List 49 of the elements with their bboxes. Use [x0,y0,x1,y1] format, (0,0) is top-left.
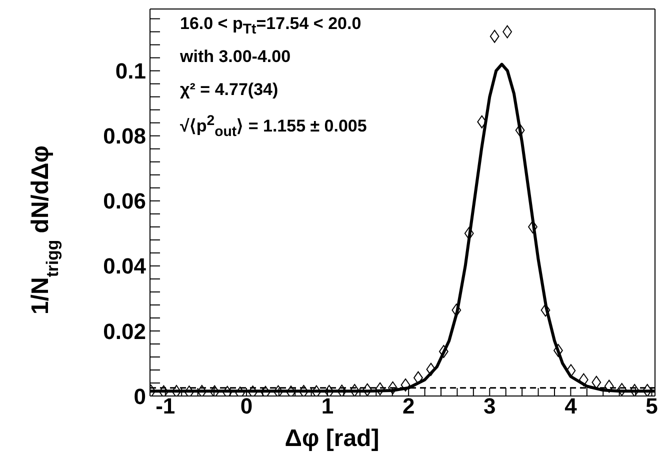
point [210,385,220,396]
point [592,376,602,389]
point [617,382,627,396]
x-tick-label: 4 [564,394,578,419]
point [604,380,614,393]
x-tick-label: 0 [240,394,253,419]
point [362,383,372,396]
x-axis-title: Δφ [rad] [284,425,380,452]
x-tick-label: 3 [484,394,496,419]
point [197,384,207,396]
point [400,378,410,392]
x-tick-label: 2 [402,394,415,419]
point [324,384,334,396]
point [490,30,500,43]
point [172,384,182,396]
point [312,385,322,396]
y-tick-label: 0.1 [115,58,146,84]
point [528,220,538,234]
point [554,344,563,357]
point [452,304,462,317]
point [540,304,550,317]
point [642,384,652,396]
point [515,124,525,137]
point [502,25,512,38]
point [578,373,588,386]
point [477,115,487,128]
point [337,384,347,396]
x-tick-label: -1 [156,394,176,419]
point [464,226,474,240]
point [414,371,423,384]
point [566,364,576,378]
annotation: χ² = 4.77(34) [180,80,278,100]
point [388,381,398,394]
point [630,384,640,396]
y-tick-label: 0.04 [103,254,147,279]
y-tick-label: 0.08 [103,124,146,149]
y-tick-label: 0.02 [103,318,146,344]
point [298,384,308,396]
point [438,344,448,358]
annotation: 16.0 < p$_{Tt}$=17.54 < 20.0 [180,14,362,38]
point [375,382,385,396]
x-tick-label: 5 [646,394,658,419]
x-tick-label: 1 [321,394,334,419]
point [274,385,283,396]
y-tick-label: 0.06 [103,188,146,214]
annotation: with 3.00-4.00 [180,47,291,67]
annotation: √⟨p$^{2}$$_{out}$⟩ = 1.155 ± 0.005 [180,113,367,140]
point [426,362,436,376]
point [350,384,360,396]
